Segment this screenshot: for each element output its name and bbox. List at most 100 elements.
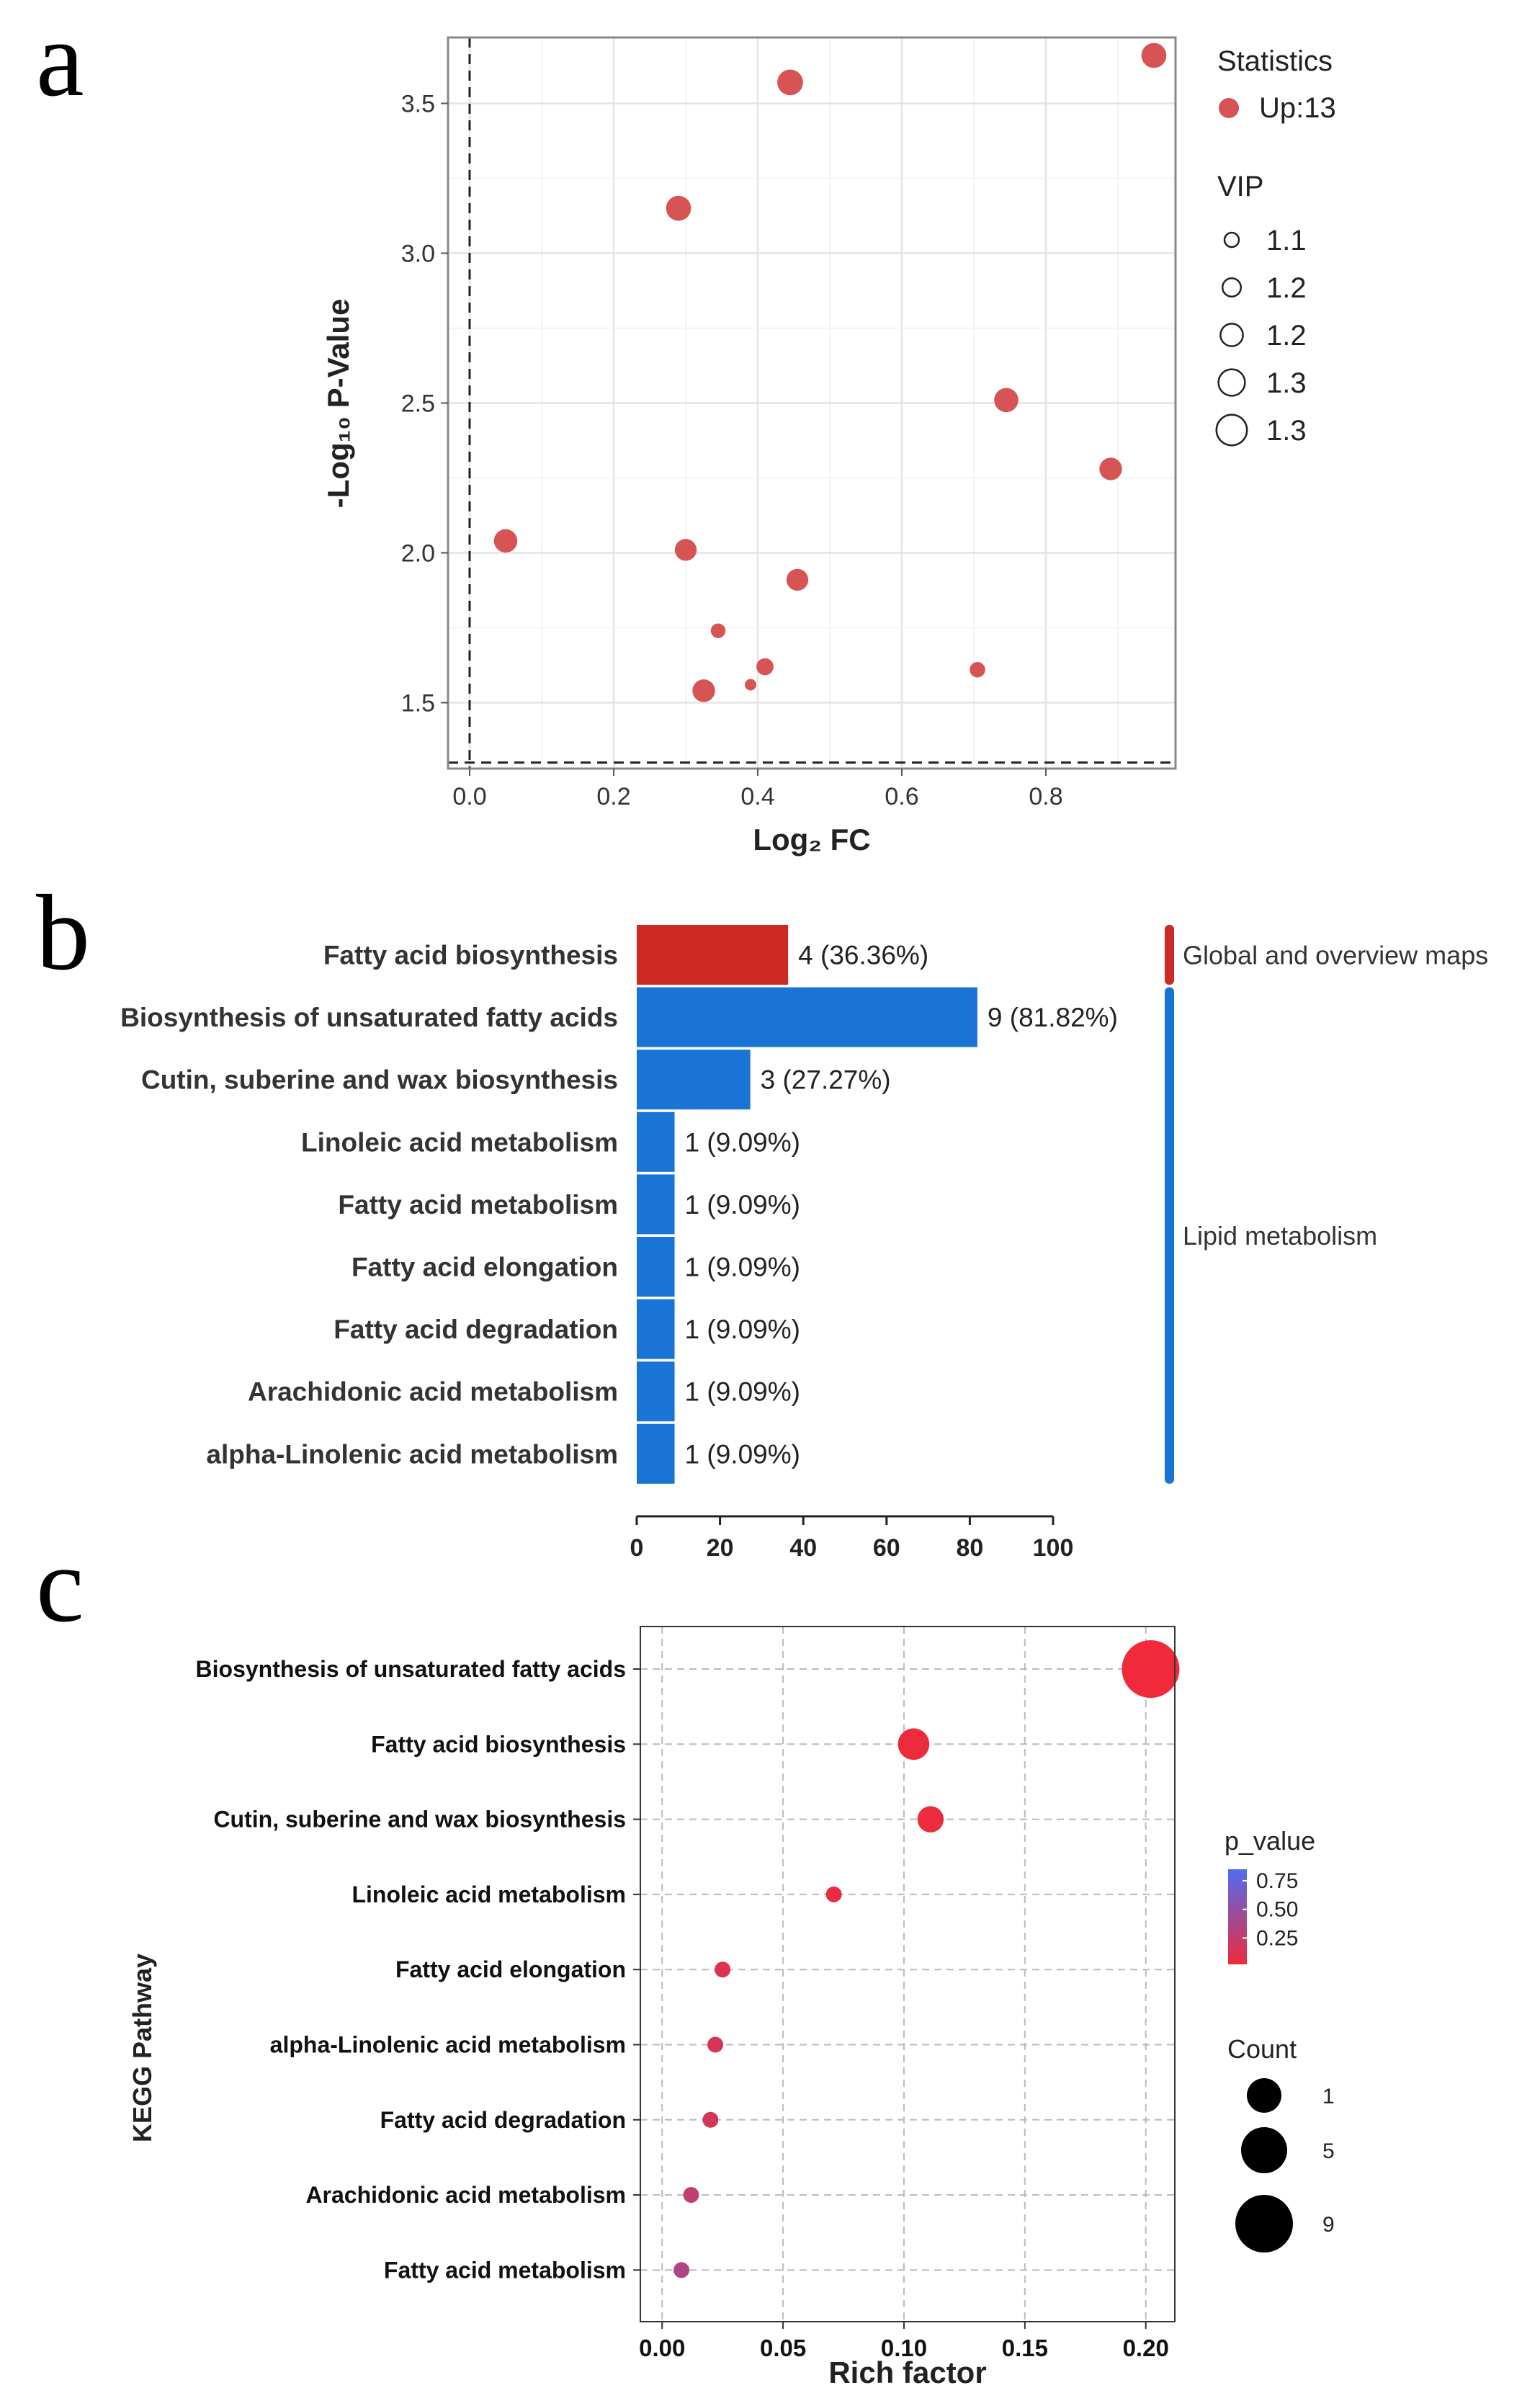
legend-count-label: 5 <box>1322 2139 1335 2163</box>
panel-c: c Biosynthesis of unsaturated fatty acid… <box>36 1525 1335 2389</box>
colorbar-tick-label: 0.75 <box>1256 1869 1298 1893</box>
scatter-point <box>786 568 809 591</box>
x-tick-label: 40 <box>789 1534 817 1562</box>
scatter-point <box>1099 457 1122 480</box>
scatter-point <box>1141 42 1167 68</box>
legend-pvalue-ticks: 0.75 0.50 0.25 <box>1243 1869 1298 1950</box>
x-tick-label: 0.15 <box>1002 2335 1048 2361</box>
panel-a-reference-lines <box>448 37 1176 769</box>
bubble <box>707 2036 724 2053</box>
bar <box>637 1111 675 1172</box>
scatter-point <box>493 529 518 553</box>
y-tick-label: 3.5 <box>401 91 435 118</box>
panel-label-a: a <box>36 0 84 119</box>
bar-value-label: 1 (9.09%) <box>685 1377 800 1407</box>
legend-vip-label: 1.3 <box>1266 367 1307 399</box>
category-label: Fatty acid elongation <box>395 1956 626 1982</box>
x-tick-label: 0.8 <box>1029 783 1062 810</box>
x-tick-label: 0.6 <box>885 783 918 810</box>
panel-a-y-axis-title: -Log₁₀ P-Value <box>321 299 355 509</box>
legend-statistics-label: Up:13 <box>1259 92 1336 124</box>
bar <box>637 1237 675 1297</box>
bubble <box>897 1728 930 1761</box>
bar <box>637 1423 675 1484</box>
panel-b-groups: Global and overview maps Lipid metabolism <box>1165 925 1488 1484</box>
panel-a-x-axis-title: Log₂ FC <box>753 823 870 856</box>
legend-count-key <box>1235 2195 1293 2252</box>
legend-vip-label: 1.2 <box>1266 320 1307 352</box>
panel-b-bar-labels: 4 (36.36%) 9 (81.82%) 3 (27.27%) 1 (9.09%) 1… <box>685 941 1118 1469</box>
x-tick-label: 80 <box>956 1534 983 1562</box>
x-tick-label: 0.2 <box>596 783 630 810</box>
panel-b: b Fatty acid biosynthesis Biosynthesis of… <box>36 873 1488 1562</box>
panel-a: a 0.0 0.2 0.4 0.6 0.8 1.5 2.0 2.5 3.0 3.5 Log₂ F… <box>36 0 1336 856</box>
category-label: alpha-Linolenic acid metabolism <box>206 1439 618 1469</box>
y-tick-label: 2.0 <box>401 540 435 567</box>
bar-value-label: 1 (9.09%) <box>685 1315 800 1344</box>
panel-b-x-ticks: 0 20 40 60 80 100 <box>630 1516 1074 1562</box>
bar <box>637 925 789 985</box>
scatter-point <box>666 195 691 221</box>
category-label: Fatty acid biosynthesis <box>323 941 618 970</box>
legend-vip-key <box>1217 368 1246 397</box>
panel-a-points <box>493 42 1167 702</box>
legend-statistics-key <box>1219 98 1239 118</box>
bar <box>637 1299 675 1359</box>
bar-value-label: 3 (27.27%) <box>761 1065 891 1095</box>
bubble <box>673 2262 690 2278</box>
category-label: Fatty acid biosynthesis <box>371 1731 626 1757</box>
y-tick-label: 2.5 <box>401 390 435 418</box>
bar-value-label: 1 (9.09%) <box>685 1127 800 1157</box>
scatter-point <box>710 623 726 638</box>
bubble <box>702 2111 719 2128</box>
colorbar-tick-label: 0.50 <box>1256 1898 1298 1922</box>
panel-a-grid <box>448 37 1176 769</box>
group-bracket <box>1165 987 1174 1484</box>
category-label: Arachidonic acid metabolism <box>248 1377 618 1407</box>
panel-label-b: b <box>36 873 90 993</box>
category-label: alpha-Linolenic acid metabolism <box>270 2032 626 2058</box>
group-bracket <box>1165 925 1174 985</box>
legend-vip-key <box>1223 231 1240 249</box>
legend-pvalue-title: p_value <box>1225 1826 1315 1856</box>
category-label: Biosynthesis of unsaturated fatty acids <box>120 1003 618 1032</box>
panel-c-y-axis-title: KEGG Pathway <box>127 1954 157 2142</box>
bar <box>637 1361 675 1422</box>
colorbar-tick-label: 0.25 <box>1256 1926 1298 1950</box>
bar <box>637 1174 675 1235</box>
panel-a-y-ticks: 1.5 2.0 2.5 3.0 3.5 <box>401 91 448 717</box>
bar <box>637 1050 751 1110</box>
scatter-point <box>692 679 715 702</box>
panel-b-bars <box>637 925 977 1484</box>
category-label: Biosynthesis of unsaturated fatty acids <box>196 1656 626 1682</box>
bar-value-label: 9 (81.82%) <box>988 1003 1118 1032</box>
category-label: Fatty acid metabolism <box>338 1190 618 1220</box>
bubble <box>917 1806 944 1833</box>
panel-c-frame <box>640 1626 1176 2322</box>
legend-vip-key <box>1215 413 1248 447</box>
scatter-point <box>674 539 697 561</box>
legend-count-title: Count <box>1227 2034 1297 2064</box>
scatter-point <box>970 661 985 678</box>
x-tick-label: 100 <box>1033 1534 1074 1562</box>
category-label: Cutin, suberine and wax biosynthesis <box>213 1807 626 1833</box>
category-label: Linoleic acid metabolism <box>352 1882 626 1907</box>
legend-count-label: 9 <box>1322 2213 1335 2237</box>
x-tick-label: 0.00 <box>639 2335 685 2361</box>
bubble <box>683 2187 699 2204</box>
category-label: Linoleic acid metabolism <box>301 1127 618 1157</box>
legend-vip-key <box>1219 323 1244 347</box>
bubble <box>715 1961 731 1978</box>
panel-b-category-labels: Fatty acid biosynthesis Biosynthesis of u… <box>120 941 618 1469</box>
x-tick-label: 0.0 <box>452 783 486 810</box>
scatter-point <box>994 388 1019 413</box>
legend-count-label: 1 <box>1322 2085 1335 2108</box>
category-label: Fatty acid degradation <box>380 2107 626 2133</box>
group-label: Lipid metabolism <box>1183 1221 1377 1251</box>
bar-value-label: 1 (9.09%) <box>685 1439 800 1469</box>
bubble <box>1122 1640 1180 1698</box>
x-tick-label: 60 <box>873 1534 900 1562</box>
legend-count-key <box>1247 2078 1281 2113</box>
legend-count-entries: 1 5 9 <box>1235 2078 1335 2252</box>
